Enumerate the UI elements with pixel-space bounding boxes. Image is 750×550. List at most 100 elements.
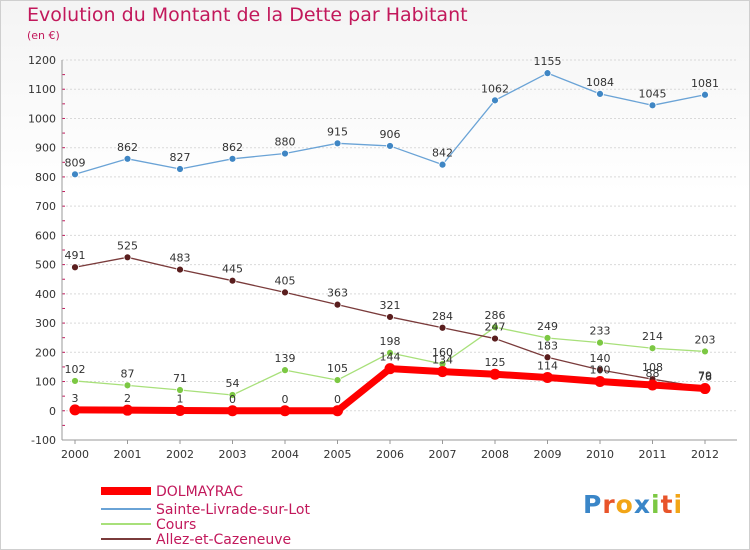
x-tick-label: 2003 <box>219 448 247 461</box>
x-tick-label: 2000 <box>61 448 89 461</box>
data-point <box>699 383 711 395</box>
data-point <box>123 154 132 163</box>
data-label: 363 <box>327 287 348 300</box>
data-point <box>69 404 81 416</box>
x-tick-label: 2005 <box>324 448 352 461</box>
data-label: 79 <box>698 370 712 383</box>
data-point <box>648 344 657 353</box>
x-tick-label: 2012 <box>691 448 719 461</box>
y-tick-label: 900 <box>35 142 56 155</box>
data-label: 3 <box>72 392 79 405</box>
x-tick-label: 2011 <box>639 448 667 461</box>
legend-label: Allez-et-Cazeneuve <box>156 532 291 548</box>
data-point <box>123 381 132 390</box>
y-tick-label: 1100 <box>28 83 56 96</box>
data-point <box>71 170 79 179</box>
data-point <box>491 323 499 332</box>
data-label: 134 <box>432 354 453 367</box>
data-point <box>333 376 342 384</box>
data-point <box>491 334 499 343</box>
data-label: 1 <box>177 392 184 405</box>
data-label: 286 <box>485 309 506 322</box>
data-point <box>227 405 238 417</box>
data-point <box>384 363 396 375</box>
y-tick-label: 700 <box>35 200 56 213</box>
data-point <box>542 371 553 383</box>
data-label: 71 <box>173 372 187 385</box>
x-tick-label: 2001 <box>114 448 142 461</box>
data-label: 405 <box>275 274 296 287</box>
data-point <box>386 313 394 321</box>
data-label: 198 <box>380 335 401 348</box>
data-label: 915 <box>327 125 348 138</box>
data-label: 102 <box>65 363 86 376</box>
data-point <box>438 160 447 169</box>
data-point <box>71 263 79 272</box>
data-point <box>594 376 606 388</box>
y-tick-label: 1200 <box>28 54 56 67</box>
proxiti-logo: Proxiti <box>583 490 684 519</box>
data-label: 906 <box>380 128 401 141</box>
data-point <box>438 323 447 332</box>
data-label: 862 <box>222 141 243 154</box>
data-label: 1155 <box>534 55 562 68</box>
data-point <box>281 366 289 375</box>
x-tick-label: 2006 <box>376 448 404 461</box>
data-label: 139 <box>275 352 296 365</box>
data-point <box>596 90 604 98</box>
y-tick-label: 600 <box>35 229 56 242</box>
data-point <box>489 368 501 380</box>
y-tick-label: 800 <box>35 171 56 184</box>
x-tick-label: 2002 <box>166 448 194 461</box>
legend-label: DOLMAYRAC <box>156 484 243 500</box>
x-tick-label: 2007 <box>429 448 457 461</box>
data-label: 203 <box>695 333 716 346</box>
data-label: 862 <box>117 141 138 154</box>
data-point <box>228 154 237 163</box>
y-tick-label: 1000 <box>28 112 56 125</box>
data-label: 1045 <box>639 87 667 100</box>
data-label: 114 <box>537 359 558 372</box>
data-label: 809 <box>65 156 86 169</box>
data-point <box>701 90 709 99</box>
data-label: 1081 <box>691 77 719 90</box>
data-point <box>596 365 604 374</box>
data-point <box>228 276 237 285</box>
data-label: 249 <box>537 320 558 333</box>
y-tick-label: 300 <box>35 317 56 330</box>
data-label: 0 <box>282 393 289 406</box>
y-tick-label: 100 <box>35 376 56 389</box>
data-point <box>647 379 658 391</box>
data-label: 321 <box>380 299 401 312</box>
data-point <box>491 96 499 105</box>
data-point <box>176 386 184 394</box>
x-tick-label: 2008 <box>481 448 509 461</box>
y-tick-label: 400 <box>35 288 56 301</box>
chart-unit: (en €) <box>27 29 60 42</box>
data-label: 1084 <box>586 76 614 89</box>
data-point <box>279 405 291 417</box>
y-tick-label: 500 <box>35 259 56 272</box>
data-label: 445 <box>222 263 243 276</box>
data-label: 183 <box>537 339 558 352</box>
data-label: 160 <box>432 346 453 359</box>
data-point <box>386 348 394 357</box>
data-label: 0 <box>229 393 236 406</box>
data-point <box>122 404 133 416</box>
y-tick-label: -100 <box>31 434 56 447</box>
data-point <box>123 253 132 262</box>
data-point <box>176 265 184 274</box>
data-point <box>333 139 342 148</box>
x-tick-label: 2010 <box>586 448 614 461</box>
data-point <box>386 142 394 150</box>
data-label: 100 <box>590 364 611 377</box>
data-label: 125 <box>485 356 506 369</box>
data-point <box>281 149 289 158</box>
data-label: 525 <box>117 239 138 252</box>
data-label: 247 <box>485 321 506 334</box>
data-label: 144 <box>380 351 401 364</box>
x-tick-label: 2004 <box>271 448 299 461</box>
legend-label: Cours <box>156 517 196 533</box>
data-label: 88 <box>646 367 660 380</box>
